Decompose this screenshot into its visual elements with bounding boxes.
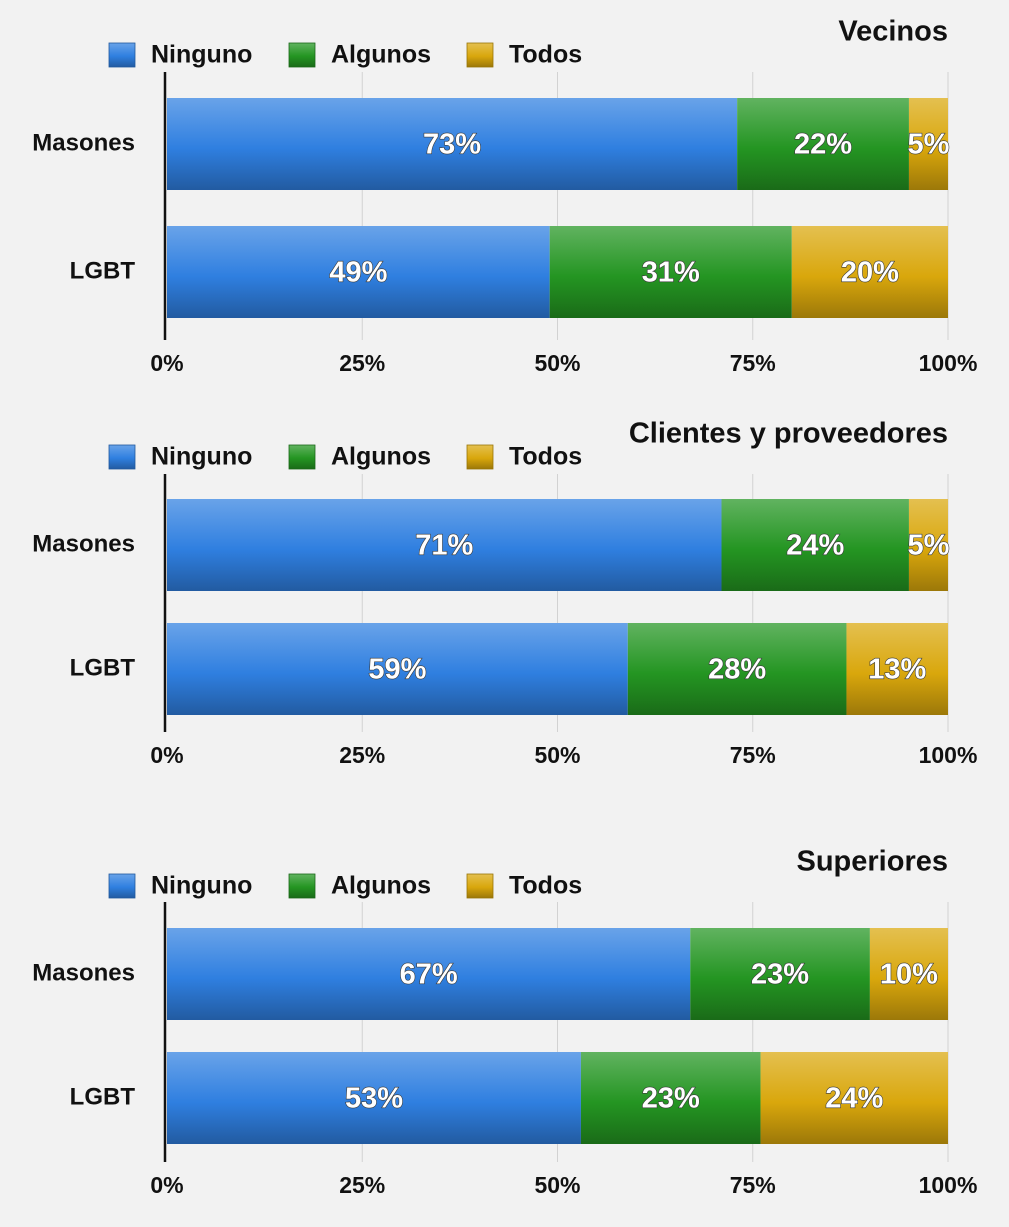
data-label: 13%	[868, 654, 926, 686]
category-label: LGBT	[70, 1083, 136, 1110]
bar-segment-todos	[908, 499, 948, 591]
data-label: 5%	[908, 530, 950, 562]
data-label: 23%	[642, 1083, 700, 1115]
chart-title: Vecinos	[838, 16, 948, 48]
legend-label-ninguno: Ninguno	[151, 872, 252, 900]
chart-panel: Superiores Ninguno Algunos Todos Masones 67% 2…	[32, 846, 977, 1198]
bar-segment-todos	[791, 226, 948, 318]
category-label: Masones	[32, 530, 135, 557]
data-label: 28%	[708, 654, 766, 686]
bar-segment-ninguno	[167, 623, 628, 715]
data-label: 20%	[841, 257, 899, 289]
legend-label-todos: Todos	[509, 872, 582, 900]
x-tick-label: 50%	[534, 1172, 580, 1198]
legend-label-ninguno: Ninguno	[151, 41, 252, 69]
bar-segment-todos	[869, 928, 948, 1020]
legend-label-todos: Todos	[509, 41, 582, 69]
data-label: 22%	[794, 129, 852, 161]
bar-segment-todos	[908, 98, 948, 190]
data-label: 67%	[400, 959, 458, 991]
bar-segment-ninguno	[167, 98, 738, 190]
bar-segment-algunos	[721, 499, 909, 591]
bar-segment-algunos	[690, 928, 870, 1020]
legend-swatch-algunos	[288, 444, 316, 470]
legend-swatch-ninguno	[108, 444, 136, 470]
chart-panel: Clientes y proveedores Ninguno Algunos Todo…	[32, 418, 977, 768]
x-tick-label: 75%	[730, 350, 776, 376]
x-tick-label: 25%	[339, 1172, 385, 1198]
x-tick-label: 0%	[150, 350, 183, 376]
bar-segment-ninguno	[167, 1052, 581, 1144]
legend-swatch-ninguno	[108, 42, 136, 68]
x-tick-label: 100%	[919, 1172, 978, 1198]
bar-segment-algunos	[580, 1052, 761, 1144]
bar-segment-ninguno	[167, 226, 550, 318]
data-label: 23%	[751, 959, 809, 991]
bar-segment-todos	[846, 623, 948, 715]
category-label: LGBT	[70, 257, 136, 284]
bar-segment-ninguno	[167, 499, 722, 591]
x-tick-label: 0%	[150, 742, 183, 768]
data-label: 31%	[642, 257, 700, 289]
x-tick-label: 50%	[534, 350, 580, 376]
data-label: 49%	[329, 257, 387, 289]
legend-label-ninguno: Ninguno	[151, 443, 252, 471]
legend-swatch-todos	[466, 444, 494, 470]
x-tick-label: 0%	[150, 1172, 183, 1198]
legend-swatch-ninguno	[108, 873, 136, 899]
legend-swatch-algunos	[288, 873, 316, 899]
data-label: 71%	[415, 530, 473, 562]
x-tick-label: 50%	[534, 742, 580, 768]
x-tick-label: 75%	[730, 1172, 776, 1198]
data-label: 5%	[908, 129, 950, 161]
data-label: 24%	[825, 1083, 883, 1115]
category-label: Masones	[32, 959, 135, 986]
x-tick-label: 25%	[339, 742, 385, 768]
legend-label-algunos: Algunos	[331, 41, 431, 69]
category-label: LGBT	[70, 654, 136, 681]
data-label: 24%	[786, 530, 844, 562]
x-tick-label: 100%	[919, 742, 978, 768]
bar-segment-algunos	[737, 98, 909, 190]
chart-title: Clientes y proveedores	[629, 418, 948, 450]
legend-swatch-todos	[466, 42, 494, 68]
x-tick-label: 100%	[919, 350, 978, 376]
data-label: 53%	[345, 1083, 403, 1115]
legend-label-algunos: Algunos	[331, 443, 431, 471]
data-label: 10%	[880, 959, 938, 991]
chart-panel: Vecinos Ninguno Algunos Todos Masones 73% 22% 5…	[32, 16, 977, 376]
legend-label-todos: Todos	[509, 443, 582, 471]
chart-title: Superiores	[797, 846, 949, 878]
bar-segment-todos	[760, 1052, 948, 1144]
data-label: 59%	[368, 654, 426, 686]
x-tick-label: 25%	[339, 350, 385, 376]
legend-label-algunos: Algunos	[331, 872, 431, 900]
data-label: 73%	[423, 129, 481, 161]
bar-segment-algunos	[627, 623, 847, 715]
bar-segment-ninguno	[167, 928, 691, 1020]
legend-swatch-algunos	[288, 42, 316, 68]
legend-swatch-todos	[466, 873, 494, 899]
bar-segment-algunos	[549, 226, 792, 318]
category-label: Masones	[32, 129, 135, 156]
x-tick-label: 75%	[730, 742, 776, 768]
